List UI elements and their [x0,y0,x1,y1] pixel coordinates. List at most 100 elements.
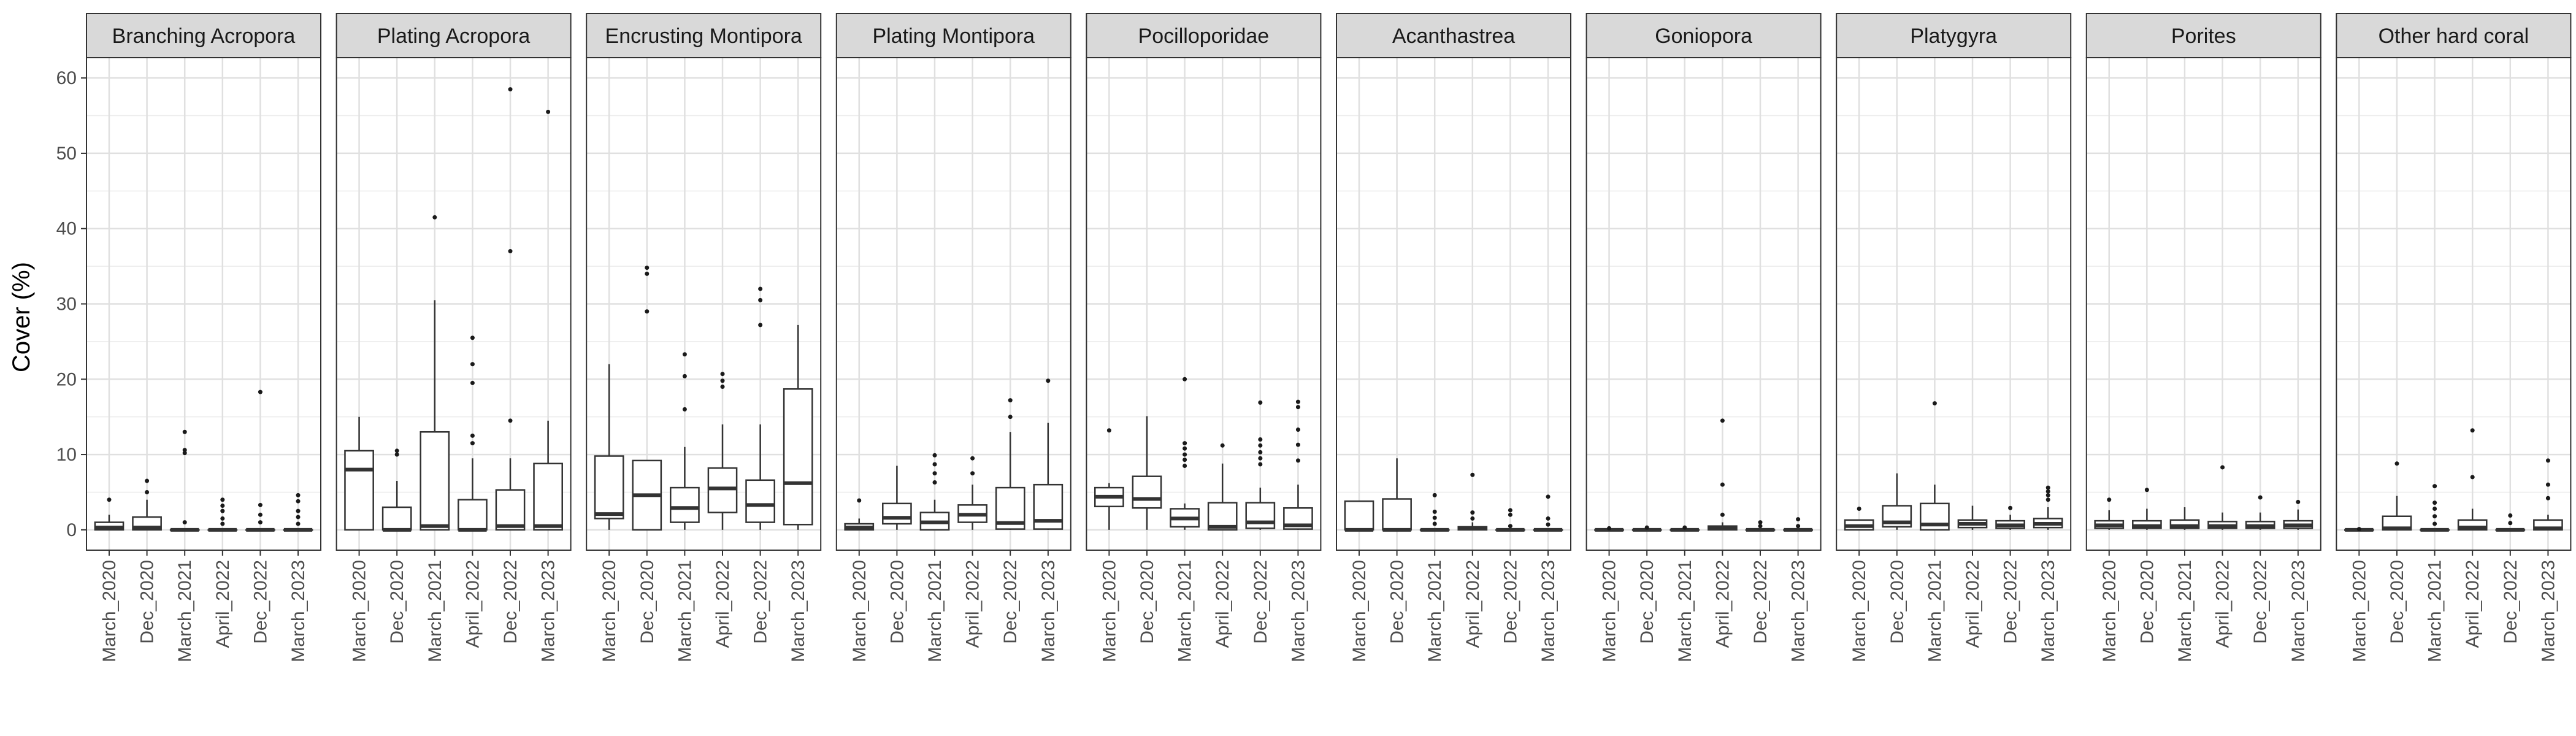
x-tick-label: Dec_2022 [751,560,771,644]
facet-panels: Branching Acropora March_2020 Dec_2020 Marc… [86,13,2572,662]
x-tick-label: March_2023 [2288,560,2309,662]
facet-strip-label: Goniopora [1655,25,1752,48]
outlier-point [2045,493,2050,497]
x-tick-label: March_2021 [1425,560,1445,662]
outlier-point [432,215,437,220]
outlier-point [645,309,650,314]
x-tick-label: March_2020 [1349,560,1370,662]
x-tick-label: March_2020 [2099,560,2120,662]
panel-border [1086,57,1322,551]
box-March_2023 [1033,378,1064,530]
box-iqr [1382,498,1412,531]
box-Dec_2020 [1631,525,1662,532]
facet-strip [586,13,822,58]
facet-panel: Encrusting Montipora March_2020 Dec_2020 Ma… [586,13,822,662]
facet-strip [1585,13,1822,58]
outlier-point [258,389,263,394]
box-March_2021 [1669,525,1700,532]
facet-strip-label: Porites [2171,25,2236,48]
box-Dec_2020 [1132,416,1162,530]
box-iqr [1132,475,1162,509]
box-Dec_2020 [632,266,662,531]
outlier-point [970,456,975,461]
x-tick-label: Dec_2020 [1637,560,1657,644]
outlier-point [2470,428,2475,433]
facet-panel: Other hard coral March_2020 Dec_2020 March_… [2336,13,2572,662]
x-tick-label: Dec_2020 [887,560,907,644]
box-March_2021 [1419,493,1450,532]
outlier-point [1258,456,1263,461]
facet-strip-label: Encrusting Montipora [605,25,802,48]
outlier-point [470,433,475,438]
x-tick-label: March_2021 [175,560,195,662]
outlier-point [508,249,513,254]
x-tick-label: March_2021 [675,560,695,662]
x-tick-label: March_2023 [2538,560,2558,662]
outlier-point [1508,508,1512,513]
outlier-point [932,480,937,485]
x-tick-label: March_2020 [1600,560,1620,662]
box-Dec_2022 [2495,513,2526,532]
outlier-point [394,452,399,457]
outlier-point [2356,527,2361,532]
box-April_2022 [1708,418,1738,531]
x-tick-label: March_2023 [1538,560,1558,662]
box-April_2022 [1957,505,1988,530]
outlier-point [220,508,225,513]
outlier-point [2008,505,2013,510]
y-axis-title: Cover (%) [8,262,35,372]
x-tick-label: Dec_2022 [1750,560,1771,644]
outlier-point [1258,400,1263,405]
y-tick-label: 40 [56,219,77,239]
x-tick-label: April_2022 [1963,560,1983,648]
outlier-point [932,471,937,476]
facet-strip [2336,13,2572,58]
box-iqr [344,450,374,531]
outlier-point [1546,494,1551,499]
x-tick-label: March_2023 [539,560,559,662]
outlier-point [2545,458,2550,463]
x-tick-label: April_2022 [1712,560,1733,648]
box-iqr [458,499,488,531]
outlier-point [546,109,551,114]
x-tick-label: Dec_2020 [1137,560,1157,644]
facet-strip [1836,13,2072,58]
outlier-point [1796,524,1801,529]
box-March_2020 [1594,526,1624,532]
box-March_2023 [2533,458,2563,531]
outlier-point [2045,485,2050,490]
outlier-point [1258,450,1263,454]
box-Dec_2022 [995,398,1025,530]
facet-strip-label: Pocilloporidae [1138,25,1270,48]
facet-panel: Porites March_2020 Dec_2020 March_2021 April… [2085,13,2321,662]
x-tick-label: Dec_2020 [1887,560,1907,644]
outlier-point [1183,463,1187,468]
outlier-point [2508,521,2513,526]
box-March_2021 [169,429,200,532]
x-tick-label: April_2022 [213,560,233,648]
outlier-point [1470,472,1475,477]
panel-border [86,57,321,551]
facet-strip-label: Acanthastrea [1392,25,1515,48]
box-March_2021 [420,215,450,531]
x-tick-label: Dec_2022 [2501,560,2521,644]
box-April_2022 [2207,465,2237,530]
outlier-point [2432,514,2437,519]
outlier-point [2432,521,2437,526]
x-tick-label: March_2020 [2349,560,2369,662]
outlier-point [145,489,150,494]
x-tick-label: March_2023 [788,560,808,662]
x-tick-label: April_2022 [462,560,483,648]
outlier-point [2432,484,2437,489]
box-March_2021 [2420,484,2450,532]
outlier-point [1008,415,1013,420]
x-tick-label: March_2021 [425,560,445,662]
box-March_2023 [1283,399,1313,530]
box-April_2022 [707,372,738,530]
outlier-point [1932,401,1937,406]
box-Dec_2020 [882,466,912,530]
box-Dec_2022 [495,87,526,531]
box-Dec_2022 [745,286,775,530]
x-tick-label: Dec_2020 [387,560,407,644]
outlier-point [2508,513,2513,518]
